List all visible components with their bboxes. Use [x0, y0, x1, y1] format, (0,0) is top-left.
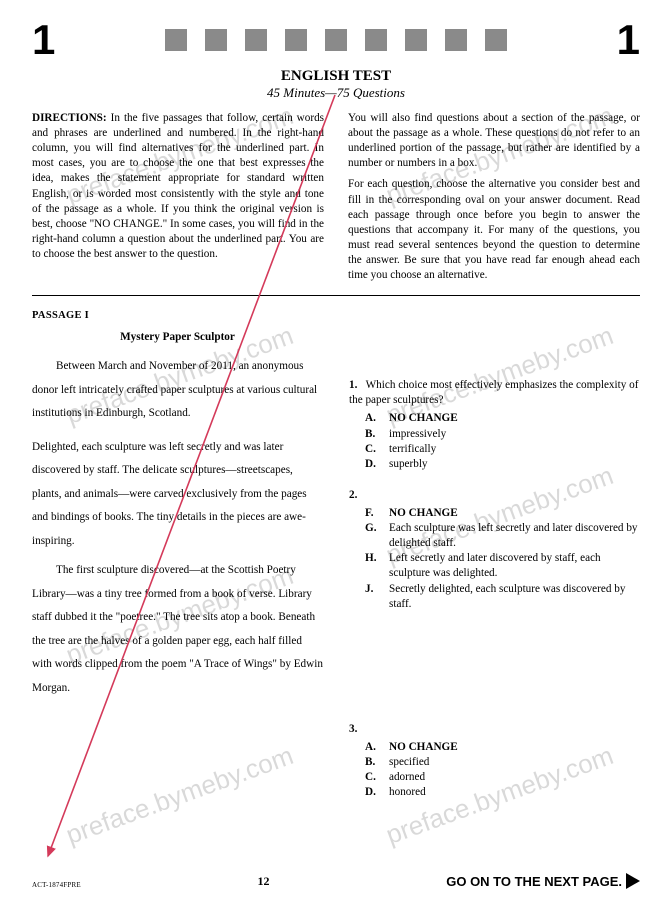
directions-col1: DIRECTIONS: In the five passages that fo…	[32, 111, 324, 283]
choice-text: Left secretly and later discovered by st…	[389, 551, 640, 581]
header-square	[325, 29, 347, 51]
passage-p2: Delighted, each sculpture was left secre…	[32, 436, 323, 554]
page-footer: ACT-1874FPRE 12 GO ON TO THE NEXT PAGE.	[32, 873, 640, 889]
test-subtitle: 45 Minutes—75 Questions	[32, 85, 640, 101]
question-stem: 1. Which choice most effectively emphasi…	[349, 378, 640, 408]
content-columns: PASSAGE I Mystery Paper Sculptor Between…	[32, 310, 640, 816]
choice-text: impressively	[389, 427, 446, 442]
choice-list: A.NO CHANGEB.impressivelyC.terrificallyD…	[349, 411, 640, 471]
page-number: 12	[258, 874, 270, 889]
choice-label: A.	[365, 411, 383, 426]
header-square	[405, 29, 427, 51]
test-title: ENGLISH TEST	[32, 68, 640, 85]
question-stem: 2.	[349, 488, 640, 503]
question-stem: 3.	[349, 722, 640, 737]
choice-label: D.	[365, 785, 383, 800]
header-square	[245, 29, 267, 51]
directions-text2-para: For each question, choose the alternativ…	[348, 177, 640, 283]
header-square	[445, 29, 467, 51]
divider	[32, 295, 640, 296]
choice-text: Each sculpture was left secretly and lat…	[389, 521, 640, 551]
choice: C. adorned	[365, 770, 640, 785]
question: 1. Which choice most effectively emphasi…	[349, 378, 640, 472]
arrow-right-icon	[626, 873, 640, 889]
header-square	[365, 29, 387, 51]
questions-column: 1. Which choice most effectively emphasi…	[349, 310, 640, 816]
header-squares	[165, 29, 507, 51]
choice-text: adorned	[389, 770, 425, 785]
choice: H.Left secretly and later discovered by …	[365, 551, 640, 581]
choice-text: NO CHANGE	[389, 411, 458, 426]
question-stem-text: Which choice most effectively emphasizes…	[349, 379, 638, 406]
passage-p1: Between March and November of 2011, an a…	[32, 355, 323, 426]
choice-label: C.	[365, 770, 383, 785]
choice-label: A.	[365, 740, 383, 755]
choice-text: specified	[389, 755, 429, 770]
question-number: 3.	[349, 722, 363, 737]
question-number: 1.	[349, 378, 363, 393]
header-square	[205, 29, 227, 51]
choice: B. impressively	[365, 427, 640, 442]
choice: A. NO CHANGE	[365, 411, 640, 426]
directions-text2-para: You will also find questions about a sec…	[348, 111, 640, 171]
choice-text: terrifically	[389, 442, 436, 457]
test-page: 1 1 ENGLISH TEST 45 Minutes—75 Questions…	[0, 0, 672, 907]
choice-text: NO CHANGE	[389, 506, 458, 521]
section-header: 1 1	[32, 18, 640, 62]
choice: C. terrifically	[365, 442, 640, 457]
choice: D. superbly	[365, 457, 640, 472]
choice-label: C.	[365, 442, 383, 457]
question: 2.F.NO CHANGEG.Each sculpture was left s…	[349, 488, 640, 612]
choice-label: B.	[365, 427, 383, 442]
choice-label: G.	[365, 521, 383, 551]
choice-label: F.	[365, 506, 383, 521]
directions-block: DIRECTIONS: In the five passages that fo…	[32, 111, 640, 283]
choice: D. honored	[365, 785, 640, 800]
directions-text1: In the five passages that follow, certai…	[32, 112, 324, 260]
choice-label: H.	[365, 551, 383, 581]
choice: F. NO CHANGE	[365, 506, 640, 521]
choice: A. NO CHANGE	[365, 740, 640, 755]
choice-label: B.	[365, 755, 383, 770]
directions-col2: You will also find questions about a sec…	[348, 111, 640, 283]
go-on-label: GO ON TO THE NEXT PAGE.	[446, 873, 640, 889]
header-square	[485, 29, 507, 51]
question: 3.A. NO CHANGE B. specified C. adorned D. honor…	[349, 722, 640, 801]
choice-text: Secretly delighted, each sculpture was d…	[389, 582, 640, 612]
choice-text: superbly	[389, 457, 428, 472]
choice: J.Secretly delighted, each sculpture was…	[365, 582, 640, 612]
question-number: 2.	[349, 488, 363, 503]
header-square	[285, 29, 307, 51]
section-number-right: 1	[617, 19, 640, 61]
directions-label: DIRECTIONS:	[32, 112, 107, 124]
choice-list: F.NO CHANGEG.Each sculpture was left sec…	[349, 506, 640, 612]
choice: G.Each sculpture was left secretly and l…	[365, 521, 640, 551]
passage-p3: The first sculpture discovered—at the Sc…	[32, 559, 323, 700]
go-on-text: GO ON TO THE NEXT PAGE.	[446, 874, 622, 889]
header-square	[165, 29, 187, 51]
choice-label: D.	[365, 457, 383, 472]
passage-column: PASSAGE I Mystery Paper Sculptor Between…	[32, 310, 323, 816]
passage-title: Mystery Paper Sculptor	[32, 331, 323, 343]
footer-code: ACT-1874FPRE	[32, 881, 81, 889]
section-number-left: 1	[32, 19, 55, 61]
choice-label: J.	[365, 582, 383, 612]
choice-list: A. NO CHANGE B. specified C. adorned D. honored	[349, 740, 640, 800]
passage-label: PASSAGE I	[32, 310, 323, 321]
choice-text: NO CHANGE	[389, 740, 458, 755]
choice-text: honored	[389, 785, 426, 800]
choice: B. specified	[365, 755, 640, 770]
